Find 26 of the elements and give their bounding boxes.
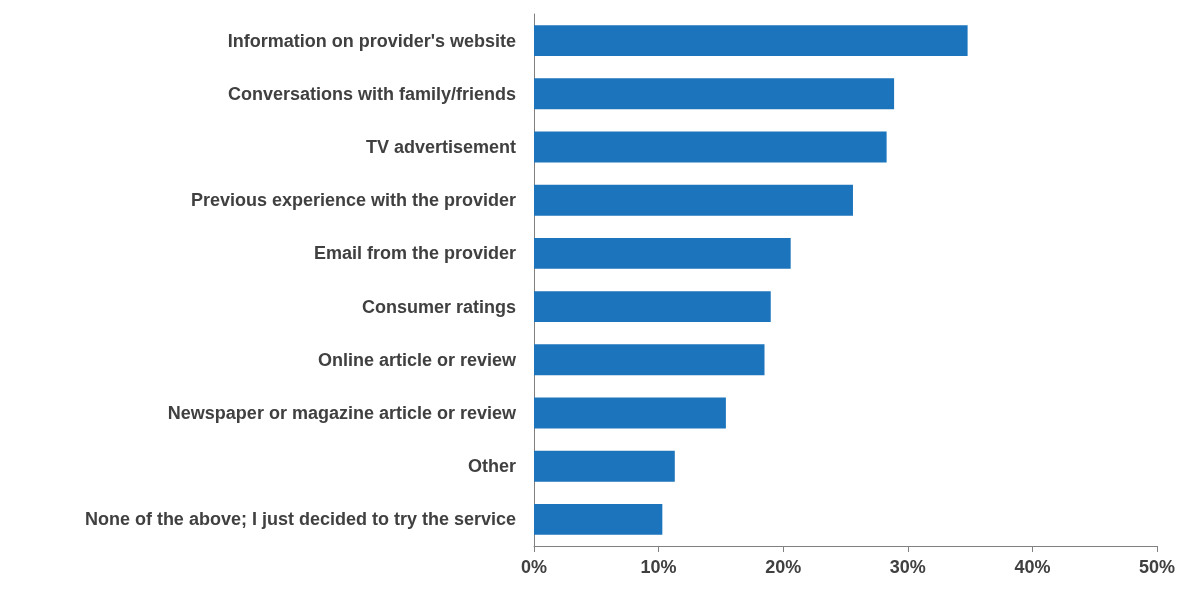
y-tick-label: Conversations with family/friends (227, 83, 516, 104)
y-tick-label: Newspaper or magazine article or review (167, 403, 517, 423)
bar (534, 237, 791, 269)
x-tick-label: 20% (765, 557, 802, 577)
y-tick-label: Online article or review (317, 349, 517, 370)
bar (534, 344, 765, 376)
bar (534, 503, 663, 535)
bar (534, 184, 853, 216)
bar (534, 291, 771, 323)
bar (534, 78, 895, 110)
y-tick-label: Other (467, 456, 516, 477)
bar (534, 450, 675, 482)
x-tick-label: 0% (520, 557, 548, 577)
y-tick-label: Previous experience with the provider (190, 190, 516, 211)
bar (534, 397, 726, 429)
x-tick-label: 50% (1138, 557, 1176, 577)
bar (534, 131, 887, 163)
x-tick-label: 10% (640, 557, 677, 577)
y-tick-label: None of the above; I just decided to try the service (84, 509, 516, 530)
y-tick-label: Email from the provider (313, 243, 516, 264)
bar (534, 25, 968, 57)
x-tick-label: 30% (889, 557, 926, 577)
y-tick-label: Information on provider's website (227, 30, 516, 51)
y-tick-label: Consumer ratings (361, 296, 516, 317)
y-tick-label: TV advertisement (365, 137, 516, 157)
x-tick-label: 40% (1014, 557, 1051, 577)
